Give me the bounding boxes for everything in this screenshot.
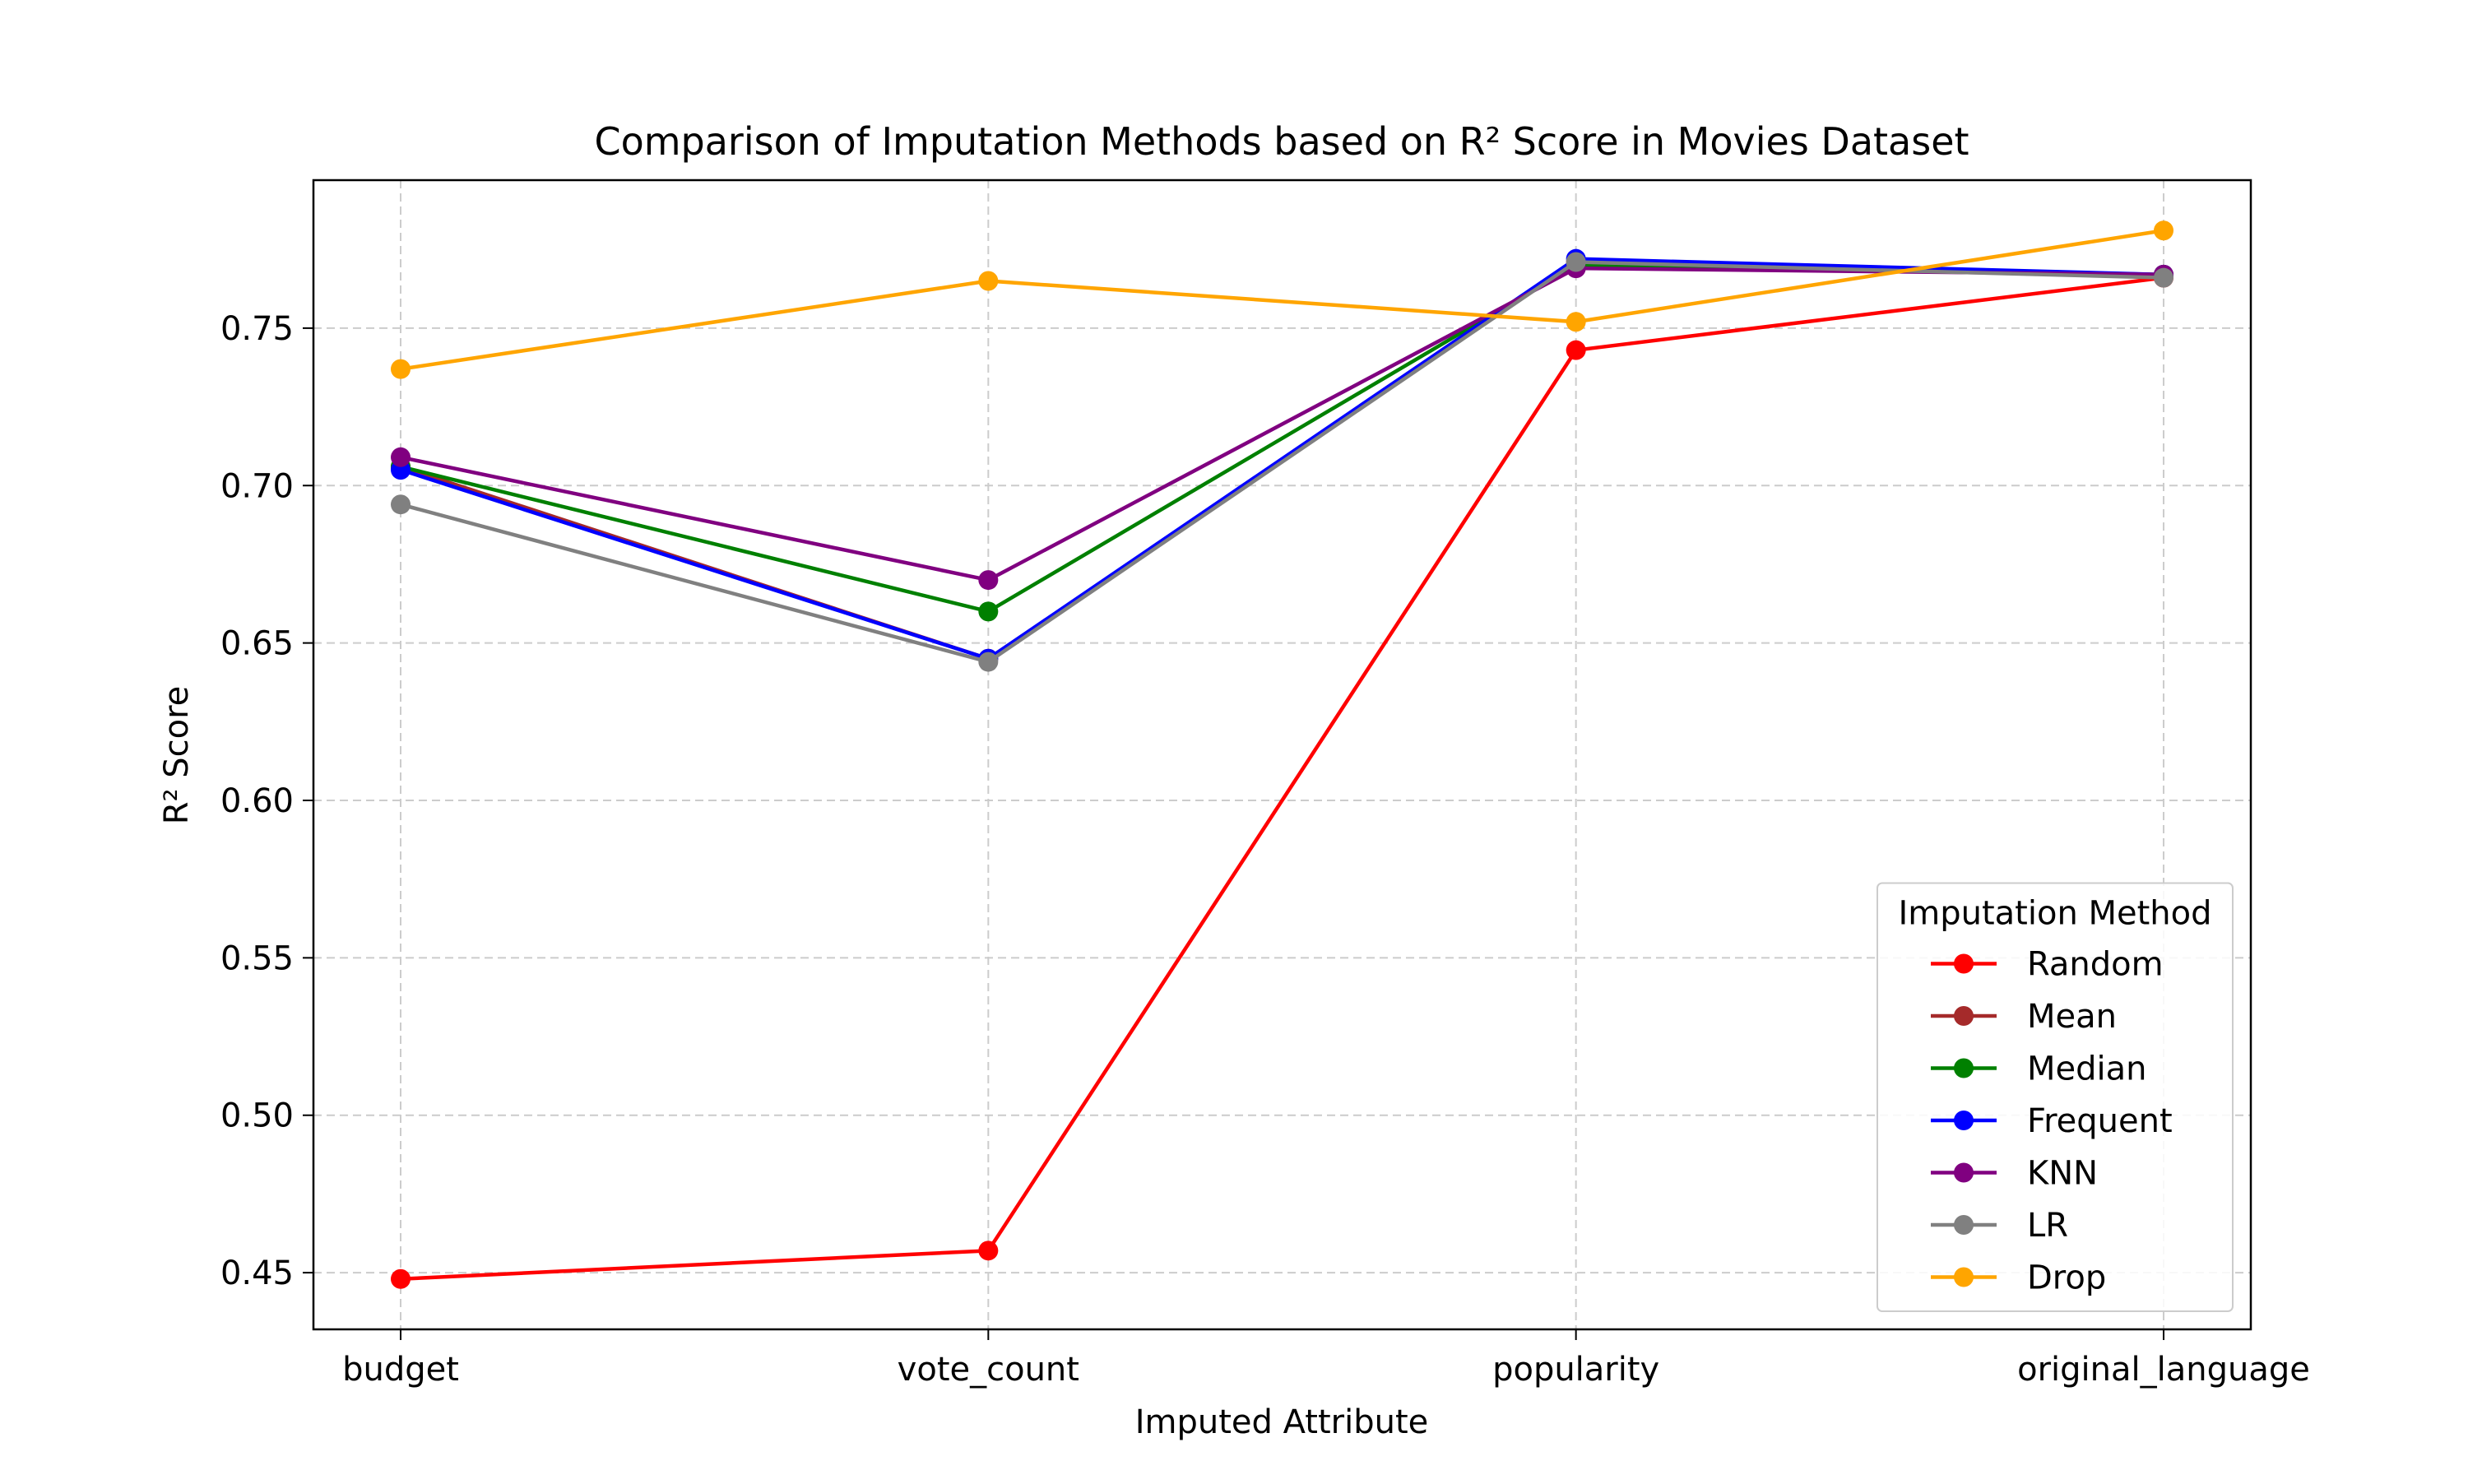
y-tick-label: 0.60: [220, 782, 294, 820]
data-point-random: [391, 1268, 411, 1289]
axes: budget vote_count popularity original_langu…: [220, 310, 2310, 1389]
y-tick-label: 0.75: [220, 310, 294, 348]
legend-marker-frequent: [1954, 1111, 1974, 1130]
plot-frame: [312, 179, 2252, 1331]
y-tick-label: 0.70: [220, 467, 294, 505]
legend-title: Imputation Method: [1898, 895, 2211, 933]
legend-marker-random: [1954, 953, 1974, 974]
series-line-lr: [400, 260, 2164, 664]
data-point-lr: [2154, 267, 2173, 288]
legend-label-frequent: Frequent: [2027, 1102, 2173, 1140]
legend-marker-drop: [1954, 1267, 1974, 1287]
x-tick-label: vote_count: [898, 1351, 1079, 1389]
data-point-drop: [978, 271, 999, 291]
data-point-drop: [391, 359, 411, 379]
legend-marker-median: [1954, 1058, 1974, 1078]
data-point-random: [978, 1241, 999, 1261]
data-point-knn: [391, 447, 411, 467]
y-axis-label: R² Score: [158, 686, 196, 825]
legend-marker-mean: [1954, 1006, 1974, 1026]
data-point-lr: [978, 652, 999, 672]
chart-title: Comparison of Imputation Methods based o…: [594, 119, 1969, 164]
series-line-drop: [400, 229, 2164, 371]
legend-marker-lr: [1954, 1215, 1974, 1235]
y-tick-label: 0.45: [220, 1254, 294, 1292]
legend-marker-knn: [1954, 1162, 1974, 1183]
data-point-random: [1566, 340, 1586, 360]
legend-box: [1877, 882, 2234, 1312]
data-point-lr: [391, 494, 411, 515]
legend-label-lr: LR: [2027, 1207, 2068, 1245]
series-line-frequent: [400, 257, 2164, 661]
series-line-random: [400, 276, 2164, 1282]
x-tick-label: popularity: [1492, 1351, 1659, 1389]
legend-label-mean: Mean: [2027, 998, 2117, 1036]
x-tick-label: original_language: [2017, 1351, 2310, 1389]
data-point-knn: [978, 570, 999, 591]
x-axis-label: Imputed Attribute: [1135, 1403, 1429, 1441]
data-point-drop: [1566, 312, 1586, 332]
y-tick-label: 0.50: [220, 1097, 294, 1135]
legend-label-knn: KNN: [2027, 1155, 2098, 1193]
data-point-drop: [2154, 220, 2173, 241]
legend-label-drop: Drop: [2027, 1259, 2106, 1297]
x-tick-label: budget: [342, 1351, 459, 1389]
legend-label-median: Median: [2027, 1050, 2147, 1088]
series-layer: [391, 220, 2173, 1289]
y-tick-label: 0.65: [220, 625, 294, 663]
y-tick-label: 0.55: [220, 939, 294, 977]
data-point-lr: [1566, 252, 1586, 272]
legend: Imputation Method Random Mean Median Frequen…: [1877, 882, 2234, 1312]
legend-label-random: Random: [2027, 946, 2164, 984]
data-point-median: [978, 601, 999, 622]
